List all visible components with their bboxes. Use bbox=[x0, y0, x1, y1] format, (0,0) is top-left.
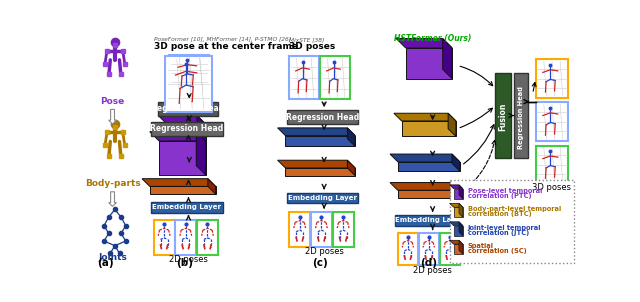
Text: Regression Head: Regression Head bbox=[518, 86, 524, 149]
Text: 2D poses: 2D poses bbox=[169, 255, 208, 264]
Polygon shape bbox=[396, 39, 452, 48]
Polygon shape bbox=[285, 168, 355, 175]
FancyBboxPatch shape bbox=[165, 56, 212, 112]
Text: Spatial: Spatial bbox=[467, 243, 493, 249]
Polygon shape bbox=[450, 185, 463, 189]
FancyBboxPatch shape bbox=[175, 220, 196, 255]
Text: correlation (SC): correlation (SC) bbox=[467, 248, 526, 254]
FancyBboxPatch shape bbox=[151, 122, 223, 136]
Text: PoseFormer [10], MHFormer [14], P-STMO [26]: PoseFormer [10], MHFormer [14], P-STMO [… bbox=[154, 37, 291, 42]
Text: MixSTE [38]: MixSTE [38] bbox=[289, 37, 324, 42]
Text: Regression Head: Regression Head bbox=[151, 104, 225, 113]
Text: 2D poses: 2D poses bbox=[413, 266, 452, 275]
FancyArrow shape bbox=[109, 192, 116, 206]
Polygon shape bbox=[450, 222, 463, 226]
Polygon shape bbox=[196, 132, 205, 175]
Polygon shape bbox=[454, 226, 463, 236]
Polygon shape bbox=[454, 207, 463, 217]
Polygon shape bbox=[168, 125, 206, 156]
Text: Regression Head: Regression Head bbox=[286, 113, 359, 122]
Polygon shape bbox=[278, 160, 355, 168]
FancyBboxPatch shape bbox=[419, 233, 439, 265]
Polygon shape bbox=[450, 203, 463, 207]
Text: 3D poses: 3D poses bbox=[532, 183, 572, 192]
Text: (a): (a) bbox=[97, 258, 114, 268]
Text: (c): (c) bbox=[312, 259, 328, 268]
Text: correlation (JTC): correlation (JTC) bbox=[467, 230, 529, 236]
Text: Embedding Layer: Embedding Layer bbox=[288, 195, 357, 201]
FancyArrow shape bbox=[109, 109, 116, 124]
FancyBboxPatch shape bbox=[514, 73, 528, 158]
FancyBboxPatch shape bbox=[169, 55, 209, 92]
Text: Pose: Pose bbox=[100, 97, 125, 106]
FancyBboxPatch shape bbox=[536, 59, 568, 98]
Text: 3D poses: 3D poses bbox=[289, 42, 335, 51]
Polygon shape bbox=[443, 39, 452, 79]
FancyBboxPatch shape bbox=[333, 212, 353, 247]
Text: Fusion: Fusion bbox=[499, 103, 508, 131]
Text: Regression Head: Regression Head bbox=[150, 124, 223, 133]
Polygon shape bbox=[390, 154, 460, 162]
Text: 2D poses: 2D poses bbox=[305, 247, 344, 256]
Polygon shape bbox=[454, 244, 463, 254]
FancyBboxPatch shape bbox=[287, 110, 358, 124]
Polygon shape bbox=[459, 240, 463, 254]
FancyBboxPatch shape bbox=[197, 220, 218, 255]
Text: (b): (b) bbox=[176, 259, 193, 268]
Polygon shape bbox=[452, 154, 460, 171]
Polygon shape bbox=[150, 186, 216, 194]
Polygon shape bbox=[142, 179, 216, 186]
Text: HSTFormer (Ours): HSTFormer (Ours) bbox=[394, 34, 471, 43]
Text: correlation (PTC): correlation (PTC) bbox=[467, 193, 531, 199]
Polygon shape bbox=[459, 203, 463, 217]
FancyBboxPatch shape bbox=[289, 212, 310, 247]
Polygon shape bbox=[150, 132, 205, 141]
Polygon shape bbox=[158, 116, 206, 125]
FancyBboxPatch shape bbox=[311, 212, 332, 247]
Text: 3D pose at the center frame: 3D pose at the center frame bbox=[154, 42, 298, 51]
Text: Body-parts: Body-parts bbox=[84, 179, 140, 188]
Text: correlation (BTC): correlation (BTC) bbox=[467, 211, 531, 217]
FancyBboxPatch shape bbox=[154, 220, 175, 255]
Polygon shape bbox=[159, 141, 205, 175]
FancyBboxPatch shape bbox=[289, 56, 319, 99]
Polygon shape bbox=[390, 182, 460, 190]
FancyBboxPatch shape bbox=[287, 193, 358, 203]
Text: Joints: Joints bbox=[98, 252, 127, 262]
FancyBboxPatch shape bbox=[396, 215, 463, 226]
FancyBboxPatch shape bbox=[151, 202, 223, 213]
FancyBboxPatch shape bbox=[495, 73, 511, 158]
Polygon shape bbox=[452, 182, 460, 198]
Polygon shape bbox=[348, 128, 355, 146]
FancyBboxPatch shape bbox=[397, 233, 418, 265]
Text: Embedding Layer: Embedding Layer bbox=[152, 204, 221, 210]
FancyBboxPatch shape bbox=[440, 233, 460, 265]
Polygon shape bbox=[278, 128, 355, 136]
Polygon shape bbox=[285, 136, 355, 146]
Polygon shape bbox=[448, 113, 456, 136]
Polygon shape bbox=[406, 48, 452, 79]
FancyBboxPatch shape bbox=[536, 146, 568, 184]
FancyBboxPatch shape bbox=[320, 56, 349, 99]
FancyBboxPatch shape bbox=[157, 102, 218, 116]
Polygon shape bbox=[454, 189, 463, 199]
Text: Embedding Layer: Embedding Layer bbox=[395, 217, 464, 223]
FancyBboxPatch shape bbox=[450, 180, 573, 263]
Polygon shape bbox=[394, 113, 456, 121]
Polygon shape bbox=[459, 185, 463, 199]
Polygon shape bbox=[459, 222, 463, 236]
Text: Pose-level temporal: Pose-level temporal bbox=[467, 188, 542, 194]
Polygon shape bbox=[348, 160, 355, 175]
Polygon shape bbox=[397, 190, 460, 198]
Polygon shape bbox=[197, 116, 206, 156]
Polygon shape bbox=[208, 179, 216, 194]
Polygon shape bbox=[402, 121, 456, 136]
Polygon shape bbox=[450, 240, 463, 244]
Polygon shape bbox=[397, 162, 460, 171]
Text: Body-part-level temporal: Body-part-level temporal bbox=[467, 206, 561, 212]
Text: (d): (d) bbox=[420, 259, 437, 268]
Text: Joint-level temporal: Joint-level temporal bbox=[467, 224, 541, 230]
FancyBboxPatch shape bbox=[536, 102, 568, 141]
